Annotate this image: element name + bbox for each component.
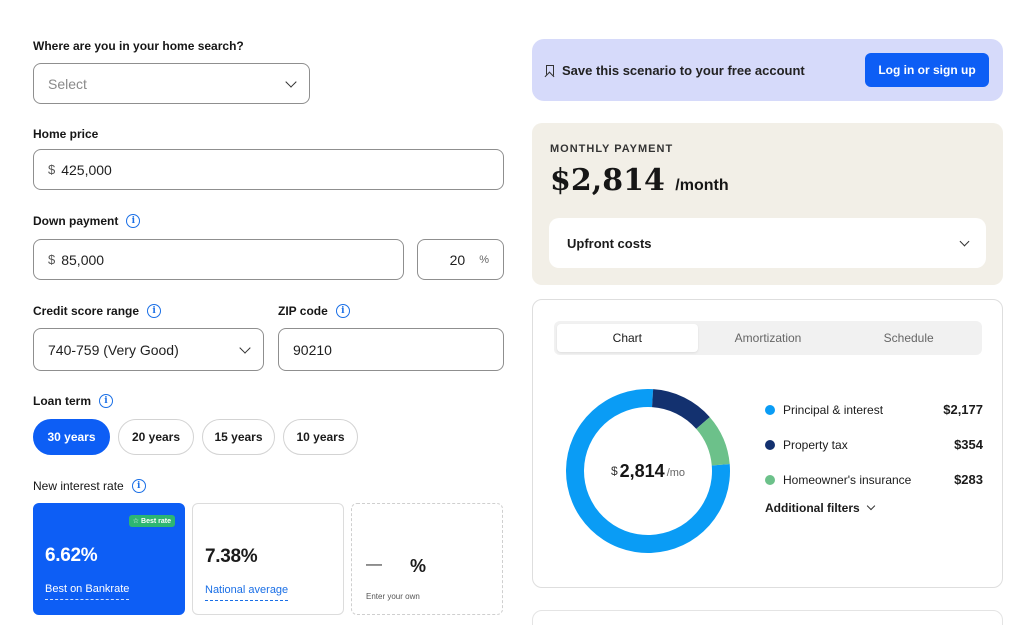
national-rate-value: 7.38% xyxy=(205,546,258,567)
tab-amortization[interactable]: Amortization xyxy=(734,331,802,345)
monthly-payment-amount: $2,814 /month xyxy=(550,163,729,198)
additional-filters-toggle[interactable]: Additional filters xyxy=(765,501,983,515)
zip-input[interactable]: 90210 xyxy=(278,328,504,371)
tab-chart[interactable]: Chart xyxy=(557,324,698,352)
search-stage-label: Where are you in your home search? xyxy=(33,39,244,53)
legend-dot-insurance xyxy=(765,474,775,485)
chevron-down-icon xyxy=(239,341,251,354)
credit-score-label: Credit score range i xyxy=(33,304,162,318)
legend-tax-label: Property tax xyxy=(783,437,848,452)
search-stage-label-text: Where are you in your home search? xyxy=(33,39,244,53)
zip-value: 90210 xyxy=(293,341,332,358)
additional-filters-label: Additional filters xyxy=(765,501,860,515)
zip-label-text: ZIP code xyxy=(278,304,328,318)
custom-rate-dash: — xyxy=(366,556,382,573)
home-price-prefix: $ xyxy=(48,162,56,177)
legend-tax-value: $354 xyxy=(954,437,983,452)
home-price-label: Home price xyxy=(33,127,98,141)
tab-schedule[interactable]: Schedule xyxy=(883,331,934,345)
payment-breakdown-card: Chart Amortization Schedule $ 2,814 /mo … xyxy=(532,299,1003,588)
donut-center-amount: 2,814 xyxy=(619,460,665,481)
loan-term-15-label: 15 years xyxy=(214,430,263,444)
legend-property-tax: Property tax $354 xyxy=(765,427,983,462)
monthly-payment-value: $2,814 xyxy=(550,163,665,198)
donut-center-unit: /mo xyxy=(666,467,686,479)
loan-term-15[interactable]: 15 years xyxy=(202,419,275,455)
best-rate-sub: Best on Bankrate xyxy=(45,583,130,600)
donut-slice-insurance xyxy=(696,417,730,466)
search-stage-placeholder: Select xyxy=(48,75,87,92)
home-price-input[interactable]: $ 425,000 xyxy=(33,149,504,190)
star-icon: ☆ xyxy=(132,518,140,525)
custom-rate-suffix: % xyxy=(410,556,427,576)
upfront-costs-toggle[interactable]: Upfront costs xyxy=(549,218,986,268)
next-card-partial xyxy=(532,610,1003,625)
payment-donut-chart xyxy=(566,389,730,553)
down-payment-percent-input[interactable]: 20 % xyxy=(417,239,504,280)
credit-score-value: 740-759 (Very Good) xyxy=(48,341,179,358)
donut-center-dollar: $ xyxy=(610,464,618,478)
national-rate-sub: National average xyxy=(205,584,289,601)
custom-rate-card[interactable]: — % Enter your own xyxy=(351,503,503,615)
loan-term-20-label: 20 years xyxy=(131,430,181,444)
down-payment-input[interactable]: $ 85,000 xyxy=(33,239,404,280)
legend-principal-value: $2,177 xyxy=(943,402,983,417)
best-rate-badge-text: Best rate xyxy=(141,517,171,525)
monthly-payment-unit: /month xyxy=(675,177,729,194)
donut-slice-tax xyxy=(652,389,710,429)
donut-center-label: $ 2,814 /mo xyxy=(566,389,730,553)
save-scenario-banner: Save this scenario to your free account … xyxy=(532,39,1003,101)
bookmark-icon xyxy=(546,64,554,76)
loan-term-label: Loan term i xyxy=(33,394,114,408)
legend-insurance-value: $283 xyxy=(954,472,983,487)
national-average-card[interactable]: 7.38% National average xyxy=(192,503,344,615)
search-stage-select[interactable]: Select xyxy=(33,63,310,104)
down-payment-percent-suffix: % xyxy=(479,253,489,266)
down-payment-percent-value: 20 xyxy=(449,251,466,268)
legend-principal-interest: Principal & interest $2,177 xyxy=(765,392,983,427)
loan-term-30[interactable]: 30 years xyxy=(33,419,110,455)
login-signup-button[interactable]: Log in or sign up xyxy=(865,53,989,87)
info-icon[interactable]: i xyxy=(147,304,162,318)
upfront-costs-label: Upfront costs xyxy=(567,235,652,251)
zip-label: ZIP code i xyxy=(278,304,350,318)
info-icon[interactable]: i xyxy=(335,304,350,318)
legend-insurance-label: Homeowner's insurance xyxy=(783,472,912,487)
info-icon[interactable]: i xyxy=(131,479,146,493)
credit-score-select[interactable]: 740-759 (Very Good) xyxy=(33,328,264,371)
loan-term-10-label: 10 years xyxy=(296,430,345,444)
chevron-down-icon xyxy=(285,75,297,88)
best-rate-badge: ☆ Best rate xyxy=(128,515,175,527)
legend-principal-label: Principal & interest xyxy=(783,402,884,417)
legend-dot-tax xyxy=(765,439,775,450)
loan-term-20[interactable]: 20 years xyxy=(118,419,194,455)
chevron-down-icon xyxy=(959,236,970,246)
loan-term-10[interactable]: 10 years xyxy=(283,419,358,455)
legend-dot-principal xyxy=(765,404,775,415)
home-price-label-text: Home price xyxy=(33,127,99,141)
down-payment-value: 85,000 xyxy=(61,251,105,268)
loan-term-label-text: Loan term xyxy=(33,394,92,408)
loan-term-30-label: 30 years xyxy=(47,430,96,444)
monthly-payment-label: MONTHLY PAYMENT xyxy=(550,143,674,155)
down-payment-label: Down payment i xyxy=(33,214,141,228)
donut-legend: Principal & interest $2,177 Property tax… xyxy=(765,392,983,515)
info-icon[interactable]: i xyxy=(126,214,141,228)
interest-rate-label: New interest rate i xyxy=(33,479,146,493)
interest-rate-label-text: New interest rate xyxy=(33,479,124,493)
down-payment-label-text: Down payment xyxy=(33,214,119,228)
credit-score-label-text: Credit score range xyxy=(33,304,140,318)
chevron-down-icon xyxy=(866,501,875,511)
breakdown-tabs: Chart Amortization Schedule xyxy=(554,321,982,355)
info-icon[interactable]: i xyxy=(99,394,114,408)
home-price-value: 425,000 xyxy=(61,161,112,178)
save-scenario-text: Save this scenario to your free account xyxy=(562,62,805,78)
down-payment-prefix: $ xyxy=(48,252,56,267)
best-rate-card[interactable]: ☆ Best rate 6.62% Best on Bankrate xyxy=(33,503,185,615)
monthly-payment-panel: MONTHLY PAYMENT $2,814 /month Upfront co… xyxy=(532,123,1003,285)
best-rate-value: 6.62% xyxy=(45,545,98,566)
custom-rate-sub: Enter your own xyxy=(366,592,420,601)
legend-homeowners-insurance: Homeowner's insurance $283 xyxy=(765,462,983,497)
